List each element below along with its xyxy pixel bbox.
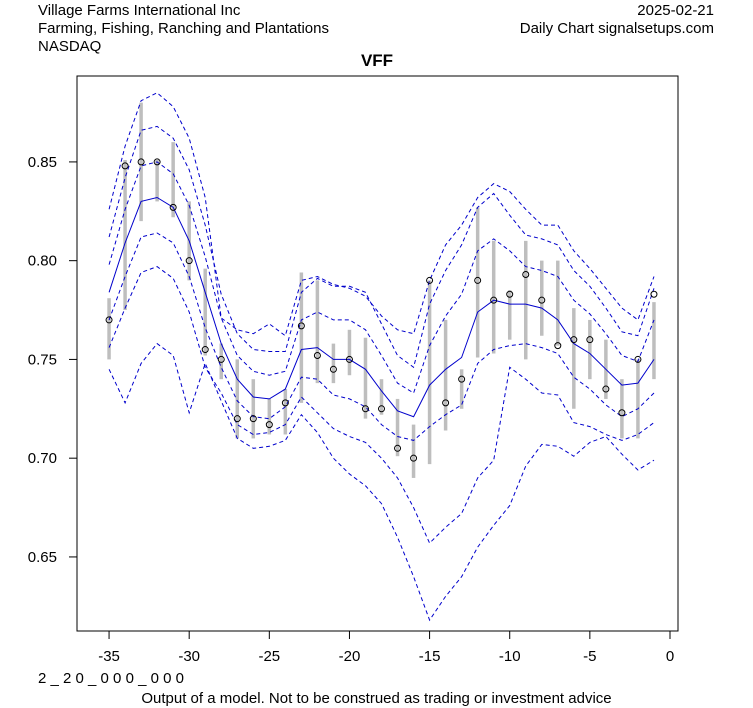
chart-source: Daily Chart signalsetups.com [519, 20, 714, 37]
close-point [361, 405, 369, 413]
close-point [185, 257, 193, 265]
y-tick-label: 0.85 [28, 154, 57, 171]
close-point [458, 375, 466, 383]
close-point [394, 444, 402, 452]
close-point [265, 421, 273, 429]
close-point [522, 270, 530, 278]
series-upper3 [108, 92, 655, 337]
range-bars [107, 102, 656, 478]
series-center [108, 196, 655, 418]
x-tick-label: -10 [499, 648, 521, 665]
x-tick-label: -25 [258, 648, 280, 665]
y-tick-label: 0.75 [28, 351, 57, 368]
x-tick-label: -30 [178, 648, 200, 665]
close-point [345, 355, 353, 363]
chart-date: 2025-02-21 [637, 2, 714, 19]
close-point [602, 385, 610, 393]
x-tick-label: -35 [98, 648, 120, 665]
close-point [329, 365, 337, 373]
series-lower1 [108, 232, 655, 441]
close-point [378, 405, 386, 413]
close-point [474, 276, 482, 284]
chart-title: VFF [361, 51, 393, 70]
y-tick-label: 0.80 [28, 253, 57, 270]
close-point [506, 290, 514, 298]
close-point [650, 290, 658, 298]
close-point [217, 355, 225, 363]
close-point [586, 336, 594, 344]
close-point [313, 351, 321, 359]
close-point [153, 158, 161, 166]
close-point [426, 276, 434, 284]
y-tick-label: 0.65 [28, 549, 57, 566]
close-point [249, 415, 257, 423]
close-point [121, 162, 129, 170]
close-point [297, 322, 305, 330]
x-axis: -35 -30 -25 -20 -15 -10 -5 0 [98, 631, 674, 665]
close-point [105, 316, 113, 324]
series-lower2 [108, 266, 655, 544]
series-upper2 [108, 125, 655, 369]
close-point [442, 399, 450, 407]
x-tick-label: -15 [419, 648, 441, 665]
y-axis: 0.65 0.70 0.75 0.80 0.85 [28, 154, 77, 566]
band-lines [108, 92, 655, 622]
x-tick-label: -20 [339, 648, 361, 665]
close-point [169, 203, 177, 211]
close-point [137, 158, 145, 166]
y-tick-label: 0.70 [28, 450, 57, 467]
sector-name: Farming, Fishing, Ranching and Plantatio… [38, 20, 329, 37]
x-tick-label: 0 [666, 648, 674, 665]
company-name: Village Farms International Inc [38, 2, 241, 19]
close-point [410, 454, 418, 462]
series-lower3 [108, 342, 655, 622]
close-point [618, 409, 626, 417]
close-point [554, 342, 562, 350]
close-point [538, 296, 546, 304]
close-points [105, 158, 658, 462]
close-point [490, 296, 498, 304]
close-point [570, 336, 578, 344]
disclaimer: Output of a model. Not to be construed a… [141, 690, 612, 707]
model-code: 2 _ 2 0 _ 0 0 0 _ 0 0 0 [38, 670, 184, 687]
close-point [201, 346, 209, 354]
plot-frame [76, 75, 679, 632]
close-point [281, 399, 289, 407]
close-point [634, 355, 642, 363]
exchange-name: NASDAQ [38, 38, 102, 55]
x-tick-label: -5 [583, 648, 596, 665]
series-upper1 [108, 161, 655, 394]
close-point [233, 415, 241, 423]
